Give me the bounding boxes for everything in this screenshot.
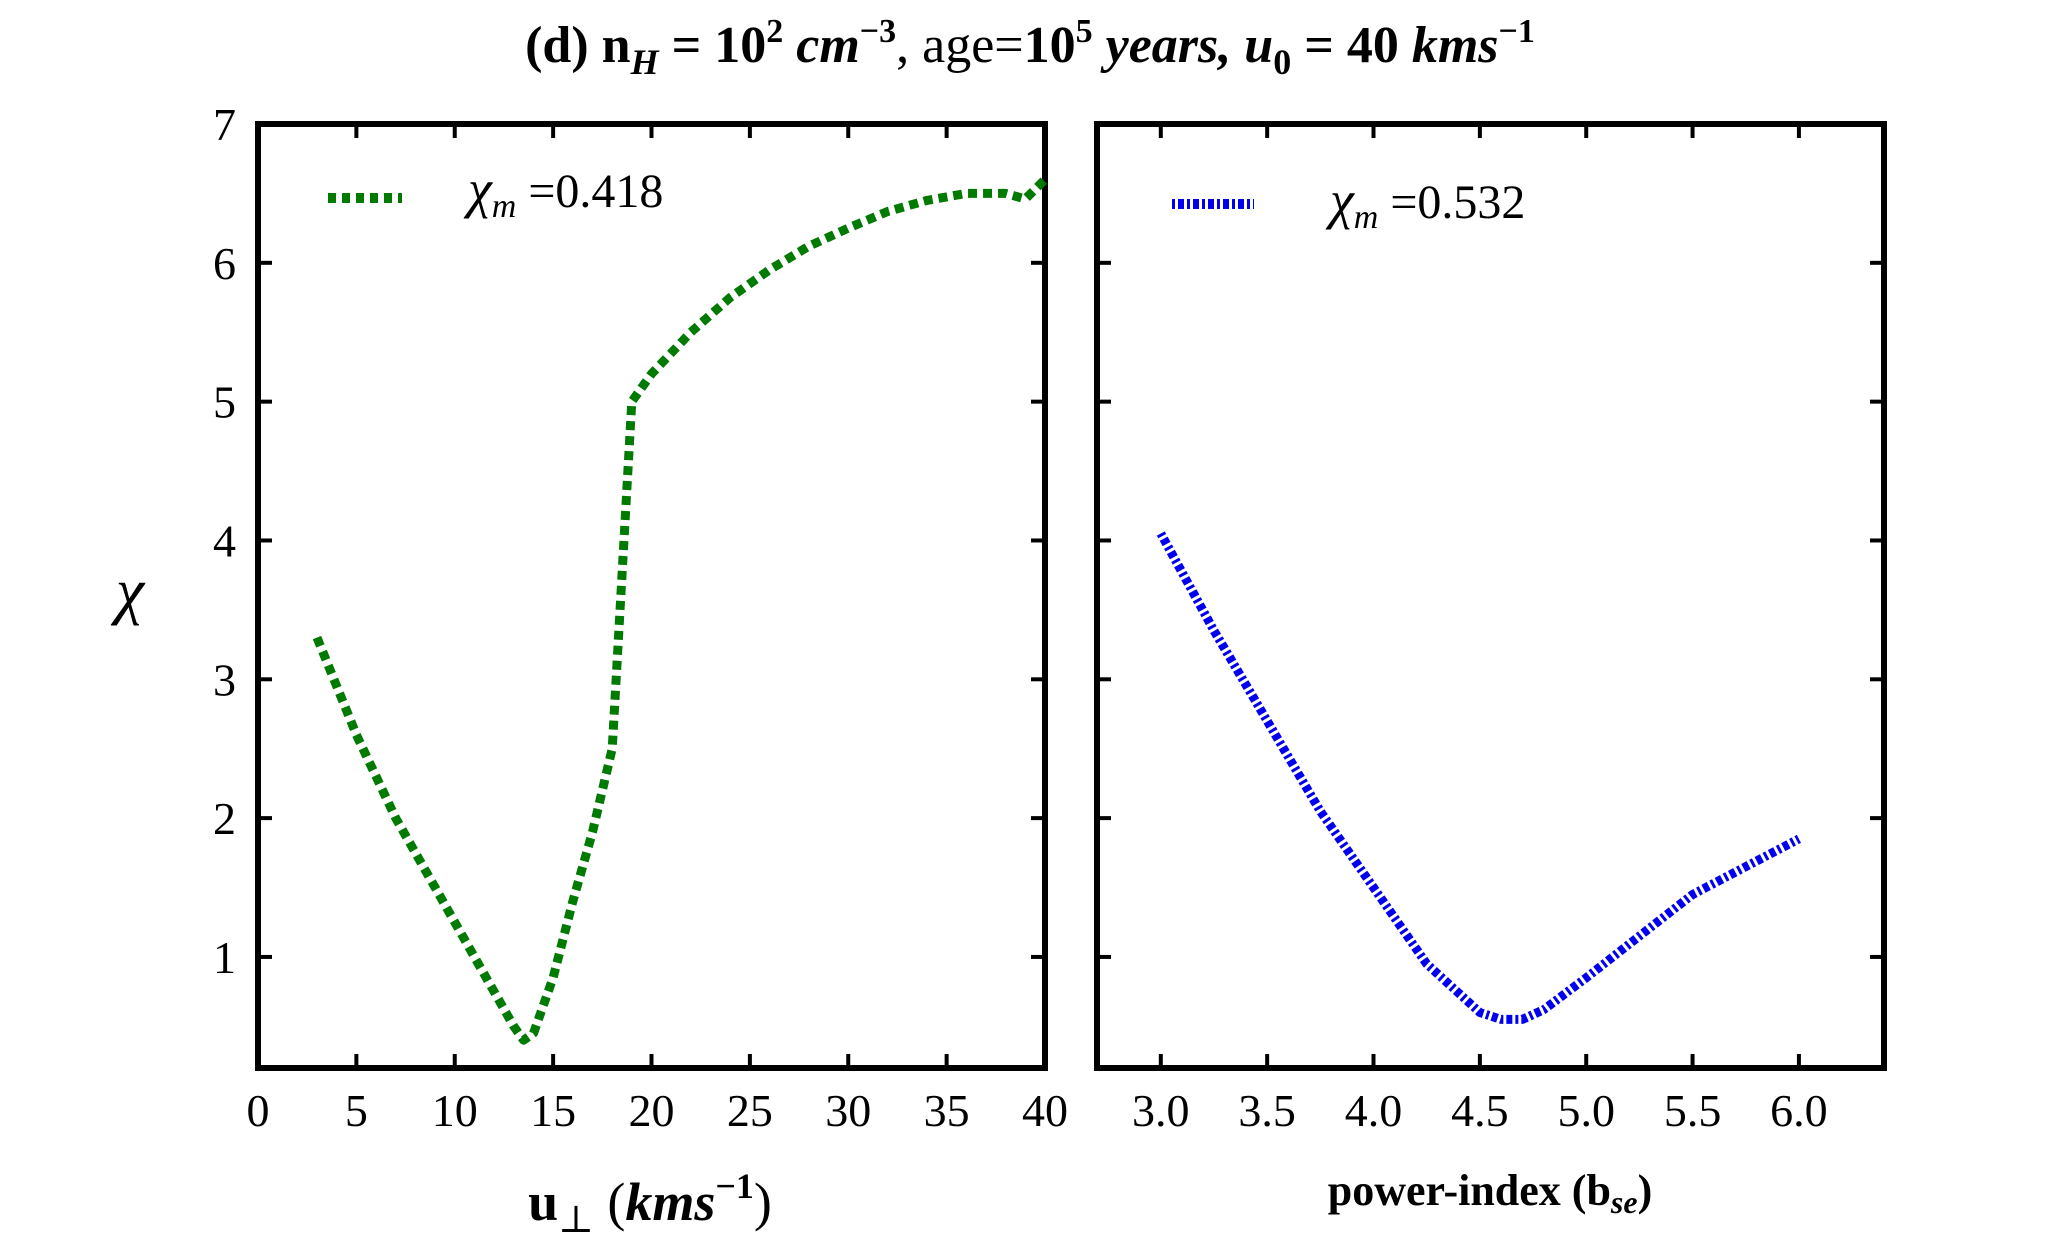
left-xtick-label: 35 bbox=[924, 1085, 970, 1136]
left-ytick-label: 1 bbox=[213, 932, 236, 983]
right-xtick-label: 6.0 bbox=[1770, 1085, 1828, 1136]
left-series-line bbox=[312, 176, 1049, 1045]
right-xtick-label: 5.5 bbox=[1664, 1085, 1722, 1136]
right-series-line bbox=[1156, 531, 1801, 1024]
left-panel: 0 5 10 15 20 25 30 35 40 1 2 3 4 5 6 7 χm =0.418 χ u⊥ … bbox=[110, 99, 1068, 1241]
right-legend-label: χm =0.532 bbox=[1325, 170, 1525, 236]
right-plot-frame bbox=[1094, 121, 1887, 1071]
left-ticks bbox=[256, 122, 1047, 1068]
right-xtick-label: 4.0 bbox=[1345, 1085, 1403, 1136]
left-series-group bbox=[312, 176, 1049, 1045]
left-ytick-label: 5 bbox=[213, 377, 236, 428]
right-xtick-label: 4.5 bbox=[1451, 1085, 1509, 1136]
left-ytick-label: 6 bbox=[213, 238, 236, 289]
left-ytick-labels: 1 2 3 4 5 6 7 bbox=[213, 99, 236, 983]
left-ytick-label: 2 bbox=[213, 793, 236, 844]
right-xtick-label: 5.0 bbox=[1557, 1085, 1615, 1136]
left-xtick-label: 20 bbox=[629, 1085, 675, 1136]
figure-title: (d) nH = 102 cm−3, age=105 years, u0 = 4… bbox=[525, 13, 1535, 82]
left-plot-frame bbox=[255, 121, 1048, 1071]
left-xtick-label: 0 bbox=[247, 1085, 270, 1136]
left-xtick-labels: 0 5 10 15 20 25 30 35 40 bbox=[247, 1085, 1069, 1136]
left-ytick-label: 3 bbox=[213, 654, 236, 705]
right-xtick-labels: 3.0 3.5 4.0 4.5 5.0 5.5 6.0 bbox=[1132, 1085, 1828, 1136]
left-ytick-label: 7 bbox=[213, 99, 236, 150]
left-xtick-label: 15 bbox=[530, 1085, 576, 1136]
left-xtick-label: 5 bbox=[345, 1085, 368, 1136]
left-xtick-label: 40 bbox=[1022, 1085, 1068, 1136]
right-xlabel: power-index (bse) bbox=[1328, 1166, 1652, 1220]
right-xtick-label: 3.0 bbox=[1132, 1085, 1190, 1136]
left-xtick-label: 10 bbox=[432, 1085, 478, 1136]
right-panel: 3.0 3.5 4.0 4.5 5.0 5.5 6.0 χm =0.532 power-in… bbox=[1094, 121, 1887, 1220]
left-xtick-label: 25 bbox=[727, 1085, 773, 1136]
right-series-group bbox=[1156, 531, 1801, 1024]
right-ticks bbox=[1097, 122, 1884, 1068]
right-xtick-label: 3.5 bbox=[1238, 1085, 1296, 1136]
left-xlabel: u⊥ (kms−1) bbox=[528, 1166, 772, 1241]
left-ytick-label: 4 bbox=[213, 515, 236, 566]
left-ylabel: χ bbox=[110, 555, 146, 626]
left-legend-label: χm =0.418 bbox=[463, 159, 663, 225]
left-xtick-label: 30 bbox=[825, 1085, 871, 1136]
